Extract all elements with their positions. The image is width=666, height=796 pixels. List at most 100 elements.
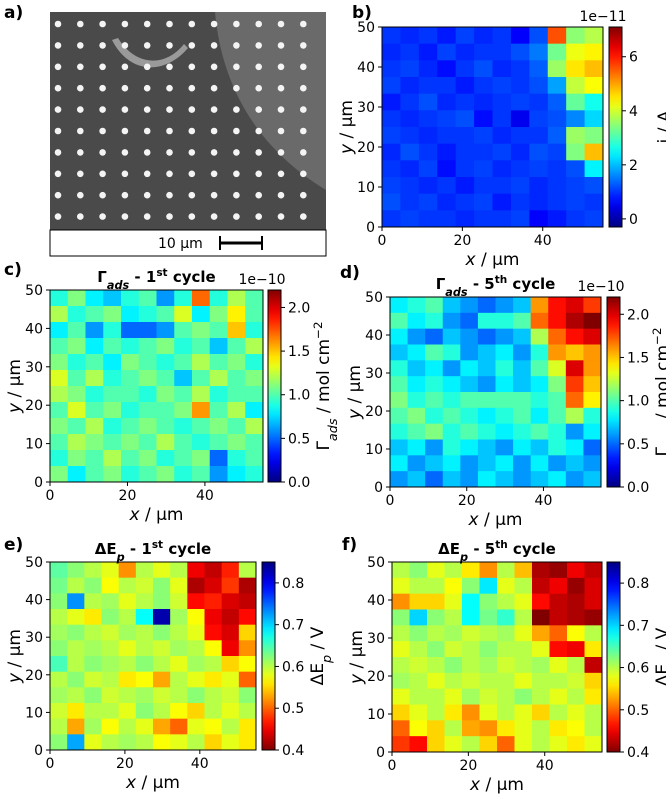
heatmap-cell xyxy=(67,402,86,419)
sem-dot xyxy=(188,213,196,220)
heatmap-cell xyxy=(583,392,602,409)
heatmap-cell xyxy=(153,718,171,735)
heatmap-cell xyxy=(50,624,68,641)
heatmap-cell xyxy=(170,671,188,688)
heatmap-cell xyxy=(227,354,246,371)
colorbar-offset: 1e−10 xyxy=(238,272,285,288)
colorbar xyxy=(606,561,621,753)
heatmap-cell xyxy=(138,466,157,483)
heatmap-cell xyxy=(455,177,475,195)
heatmap-cell xyxy=(409,625,428,642)
chart-title: Γads - 1st cycle xyxy=(97,267,215,292)
heatmap-cell xyxy=(462,688,480,705)
sem-dot xyxy=(143,63,151,71)
heatmap-cell xyxy=(103,434,122,451)
heatmap-cell xyxy=(382,127,401,145)
heatmap-cell xyxy=(529,143,549,161)
y-tick-label: 0 xyxy=(366,220,375,236)
text-part: st xyxy=(152,539,163,551)
heatmap-cell xyxy=(583,471,602,488)
heatmap-cell xyxy=(153,734,171,751)
sem-dot xyxy=(277,213,285,220)
heatmap-cell xyxy=(238,703,257,720)
heatmap-cell xyxy=(392,562,410,579)
heatmap-cell xyxy=(121,466,140,483)
sem-dot xyxy=(99,84,106,92)
heatmap-cell xyxy=(245,338,264,355)
sem-dot xyxy=(121,84,129,92)
heatmap-cell xyxy=(444,593,463,610)
heatmap-cell xyxy=(474,143,493,161)
colorbar-tick-label: 0.7 xyxy=(627,618,649,634)
heatmap-cell xyxy=(529,193,549,211)
heatmap-cell xyxy=(101,577,120,594)
heatmap-cell xyxy=(444,672,463,690)
heatmap-cell xyxy=(584,210,604,228)
heatmap-cell xyxy=(514,704,533,721)
heatmap-cell xyxy=(118,734,137,751)
heatmap-cell xyxy=(135,577,154,594)
heatmap-cell xyxy=(192,354,211,371)
heatmap-cell xyxy=(492,93,512,111)
sem-dot xyxy=(77,149,84,156)
colorbar-tick-label: 0 xyxy=(629,212,638,228)
heatmap-cell xyxy=(477,312,496,330)
heatmap-cell xyxy=(492,160,512,178)
heatmap-cell xyxy=(227,370,246,387)
sem-dot xyxy=(210,106,218,113)
heatmap-cell xyxy=(221,687,240,704)
heatmap-cell xyxy=(67,624,85,641)
heatmap-cell xyxy=(209,370,228,387)
heatmap-cell xyxy=(121,386,140,403)
sem-dot xyxy=(233,63,240,71)
panel-label: b) xyxy=(352,3,372,23)
heatmap-cell xyxy=(170,703,188,720)
text-part: - 5 xyxy=(468,540,495,558)
heatmap-cell xyxy=(455,77,475,95)
sem-dot xyxy=(233,42,240,49)
heatmap-cell xyxy=(209,450,228,467)
text-part: y xyxy=(5,402,25,414)
text-part: Γ xyxy=(653,447,666,457)
colorbar-tick-label: 0.5 xyxy=(288,431,310,447)
sem-dot xyxy=(188,170,196,178)
sem-image: 10 µm xyxy=(49,12,327,257)
heatmap-cell xyxy=(121,402,140,419)
heatmap-cell xyxy=(425,297,444,314)
text-part: p xyxy=(459,551,468,564)
heatmap-cell xyxy=(227,386,246,403)
heatmap-cell xyxy=(227,434,246,451)
heatmap-cell xyxy=(549,577,568,595)
heatmap-cell xyxy=(497,641,515,658)
heatmap-cell xyxy=(221,734,240,751)
colorbar-tick-label: 0.5 xyxy=(627,437,649,453)
heatmap-cell xyxy=(67,354,86,371)
heatmap-cell xyxy=(549,736,568,753)
heatmap-cell xyxy=(567,609,585,626)
heatmap-cell xyxy=(584,593,603,610)
heatmap-cell xyxy=(418,110,438,128)
heatmap-cell xyxy=(514,609,533,626)
heatmap-cell xyxy=(492,77,512,95)
heatmap-cell xyxy=(427,625,445,642)
sem-dot xyxy=(255,149,262,156)
colorbar-tick-label: 0.8 xyxy=(627,576,649,592)
heatmap-cell xyxy=(427,688,445,705)
heatmap-cell xyxy=(135,593,154,610)
heatmap-cell xyxy=(400,93,420,111)
heatmap-cell xyxy=(118,656,137,673)
text-part: x xyxy=(465,250,477,270)
heatmap-cell xyxy=(409,562,428,579)
heatmap-cell xyxy=(460,439,479,456)
heatmap-cell xyxy=(135,562,154,579)
text-part: Γ xyxy=(97,268,107,286)
heatmap-cell xyxy=(192,466,211,483)
heatmap-cell xyxy=(118,577,137,594)
heatmap-cell xyxy=(238,577,257,594)
heatmap-cell xyxy=(549,657,568,674)
heatmap-cell xyxy=(474,27,493,45)
heatmap-cell xyxy=(407,312,426,330)
heatmap-cell xyxy=(549,625,568,642)
heatmap-cell xyxy=(547,193,567,211)
